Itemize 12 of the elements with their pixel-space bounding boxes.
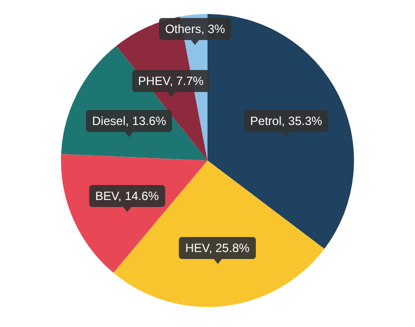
slice-label: BEV [95,188,118,203]
slice-label: PHEV [138,74,170,88]
data-label: , 14.6% [118,188,159,203]
data-label: , 25.8% [208,240,250,255]
slice-label: Others [165,22,202,36]
slice-label: Petrol [250,114,282,128]
data-label: , 13.6% [126,114,166,128]
data-label: , 35.3% [282,114,322,128]
data-label: , 7.7% [170,74,204,88]
slice-label: HEV [185,240,209,255]
slice-label: Diesel [92,114,126,128]
data-label: , 3% [201,22,226,36]
